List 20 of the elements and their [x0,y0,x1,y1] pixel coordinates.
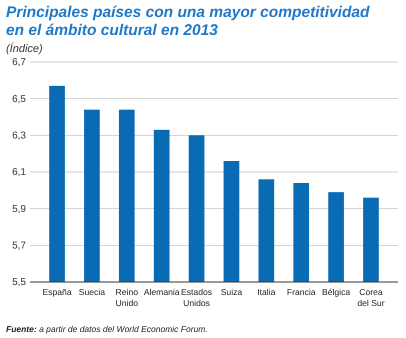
x-tick-label: Suecia [78,287,106,297]
x-tick-label: Suiza [220,287,242,297]
source-note: Fuente: a partir de datos del World Economic Forum. [6,324,208,334]
x-tick-label: Alemania [144,287,180,297]
x-tick-label: Reino Unido [116,287,138,308]
y-tick-label: 6,5 [12,94,26,105]
x-tick-label: Francia [286,287,316,297]
x-tick-label: España [42,287,72,297]
y-tick-label: 5,9 [12,204,26,215]
y-tick-label: 5,7 [12,240,26,252]
y-tick-label: 6,7 [12,57,26,68]
y-tick-label: 5,5 [12,277,26,288]
y-tick-label: 6,3 [12,130,26,142]
x-tick-label: Estados Unidos [181,287,212,308]
chart-subtitle: (Índice) [6,42,44,55]
y-tick-label: 6,1 [12,167,26,178]
x-tick-label: Italia [257,287,276,297]
chart-title: Principales países con una mayor competitividad en el ámbito cultural en 2013 [6,4,370,39]
x-tick-label: Bélgica [322,287,350,297]
x-tick-label: Corea del Sur [357,287,385,308]
